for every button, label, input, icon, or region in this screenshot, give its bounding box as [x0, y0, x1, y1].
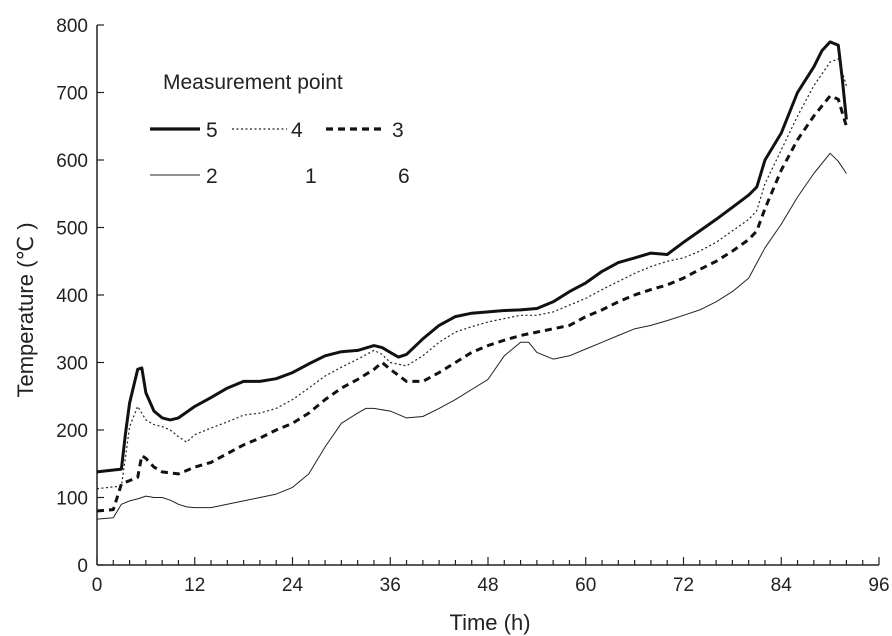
x-tick-label: 72 — [673, 575, 694, 596]
x-tick-label: 84 — [771, 575, 793, 596]
y-axis-label: Temperature (℃ ) — [13, 222, 38, 397]
y-tick-label: 200 — [56, 421, 88, 442]
legend-label-6: 6 — [398, 165, 410, 188]
legend-label-5: 5 — [206, 119, 218, 142]
y-tick-label: 800 — [56, 16, 88, 37]
y-tick-label: 500 — [56, 219, 88, 240]
x-tick-label: 96 — [868, 575, 889, 596]
series-layer — [96, 40, 848, 520]
series-line-2 — [96, 152, 847, 520]
x-ticks: 0 12 24 36 48 60 72 84 96 — [92, 557, 890, 596]
y-tick-label: 700 — [56, 84, 88, 105]
x-tick-label: 0 — [92, 575, 103, 596]
series-line-3 — [96, 94, 848, 513]
x-tick-label: 36 — [380, 575, 401, 596]
legend-label-1: 1 — [305, 165, 317, 188]
series-line-4 — [96, 58, 847, 490]
y-tick-label: 100 — [56, 489, 88, 510]
x-tick-label: 60 — [575, 575, 596, 596]
x-axis-label: Time (h) — [449, 610, 530, 635]
y-tick-label: 400 — [56, 286, 88, 307]
series-line-5 — [96, 40, 848, 474]
legend-label-3: 3 — [392, 119, 404, 142]
x-tick-label: 24 — [282, 575, 304, 596]
y-tick-label: 600 — [56, 151, 88, 172]
y-tick-label: 0 — [77, 556, 88, 577]
y-ticks: 0 100 200 300 400 500 600 700 800 — [56, 16, 104, 577]
legend-title: Measurement point — [163, 71, 343, 94]
legend-label-2: 2 — [206, 165, 218, 188]
y-tick-label: 300 — [56, 354, 88, 375]
legend-label-4: 4 — [291, 119, 303, 142]
legend: Measurement point 5 4 3 2 1 6 — [150, 71, 410, 188]
x-tick-label: 12 — [184, 575, 205, 596]
x-tick-label: 48 — [477, 575, 498, 596]
